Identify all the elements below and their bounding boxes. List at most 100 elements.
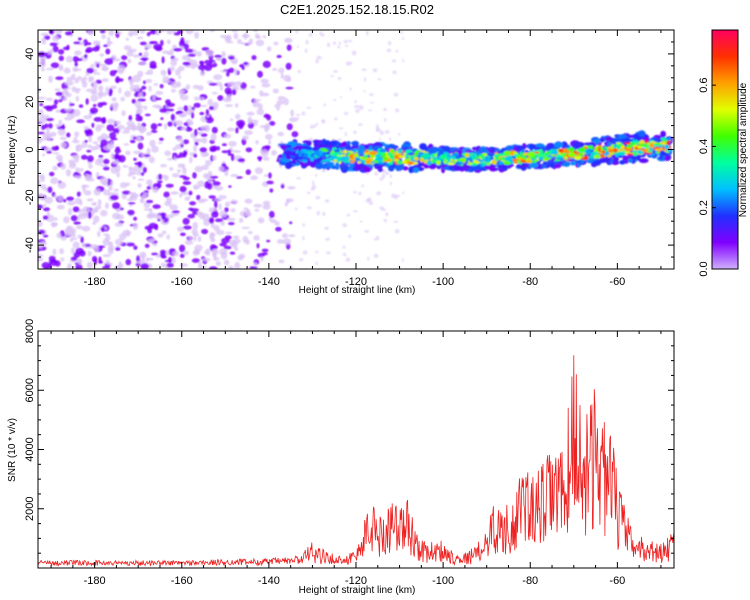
signal-band-core xyxy=(477,159,484,162)
signal-band-blob xyxy=(416,163,423,167)
colorbar: 0.0 0.2 0.4 0.6 Normalized spectral amplitu… xyxy=(698,29,749,277)
noise-speckle xyxy=(46,150,53,154)
noise-speckle xyxy=(117,124,125,130)
noise-speckle xyxy=(182,217,190,225)
x-tick-label: -120 xyxy=(345,575,367,587)
noise-speckle xyxy=(57,195,64,202)
signal-band-blob xyxy=(424,165,429,169)
faint-speckle xyxy=(353,210,358,213)
noise-speckle xyxy=(58,99,63,103)
noise-speckle xyxy=(79,250,86,257)
noise-speckle xyxy=(165,214,175,219)
signal-band-blob xyxy=(357,145,365,150)
noise-speckle xyxy=(226,217,236,222)
noise-speckle xyxy=(138,52,143,57)
faint-speckle xyxy=(315,59,319,64)
noise-speckle xyxy=(167,121,173,127)
noise-speckle xyxy=(239,217,244,223)
x-tick-label: -140 xyxy=(258,575,280,587)
faint-speckle xyxy=(330,74,334,78)
faint-speckle xyxy=(315,174,318,177)
noise-speckle xyxy=(72,56,79,63)
spectrogram-panel: -180 -160 -140 -120 -100 -80 -60 -40 -20 0 20 40 He… xyxy=(7,29,675,296)
signal-band-core xyxy=(513,160,518,164)
noise-speckle xyxy=(180,127,187,131)
noise-speckle xyxy=(212,155,217,161)
noise-speckle xyxy=(144,43,153,50)
signal-band-core xyxy=(377,162,385,165)
noise-speckle xyxy=(63,199,67,203)
noise-speckle xyxy=(55,91,63,96)
colorbar-gradient xyxy=(711,29,739,270)
signal-band-blob xyxy=(599,137,605,143)
noise-speckle xyxy=(106,41,114,45)
noise-speckle xyxy=(221,51,226,58)
noise-speckle xyxy=(192,172,197,179)
noise-speckle xyxy=(96,205,102,210)
faint-speckle xyxy=(395,50,399,53)
noise-speckle xyxy=(110,194,119,201)
noise-speckle xyxy=(45,97,54,102)
faint-speckle xyxy=(296,45,299,48)
faint-speckle xyxy=(387,41,392,46)
faint-speckle xyxy=(324,199,330,203)
signal-band-blob xyxy=(429,146,440,153)
noise-speckle xyxy=(100,227,105,232)
noise-speckle xyxy=(73,41,81,45)
faint-speckle xyxy=(383,107,387,112)
signal-band-blob xyxy=(561,141,568,149)
noise-speckle xyxy=(124,90,132,98)
noise-speckle xyxy=(160,39,164,47)
noise-speckle xyxy=(80,168,84,172)
noise-speckle xyxy=(69,162,76,166)
noise-speckle xyxy=(228,67,235,74)
signal-band-core xyxy=(617,145,621,150)
noise-speckle xyxy=(242,135,249,141)
signal-band-core xyxy=(612,148,617,153)
noise-speckle xyxy=(228,185,232,188)
faint-speckle xyxy=(342,245,346,249)
noise-speckle xyxy=(227,153,233,156)
noise-speckle xyxy=(254,33,260,39)
noise-speckle xyxy=(221,150,230,154)
noise-speckle xyxy=(57,181,67,189)
faint-speckle xyxy=(345,61,351,66)
noise-speckle xyxy=(75,89,80,94)
noise-speckle xyxy=(137,178,145,181)
noise-speckle xyxy=(204,59,213,65)
noise-speckle xyxy=(137,36,144,40)
noise-speckle xyxy=(93,215,100,223)
noise-speckle xyxy=(192,249,200,256)
noise-speckle xyxy=(197,85,204,91)
noise-speckle xyxy=(41,262,51,269)
signal-band-blob xyxy=(462,164,471,170)
signal-band-blob xyxy=(377,168,384,172)
faint-speckle xyxy=(302,250,308,255)
signal-band-core xyxy=(659,141,666,145)
noise-speckle xyxy=(256,108,265,116)
noise-speckle xyxy=(108,186,113,191)
noise-speckle xyxy=(172,57,179,62)
noise-speckle xyxy=(83,190,92,196)
faint-speckle xyxy=(363,77,367,82)
noise-speckle xyxy=(179,175,187,178)
noise-speckle xyxy=(246,209,251,214)
x-tick-label: -80 xyxy=(522,276,538,288)
noise-speckle xyxy=(38,204,44,210)
faint-speckle xyxy=(372,68,378,73)
signal-band-core xyxy=(414,157,419,161)
noise-speckle xyxy=(142,166,147,173)
noise-speckle xyxy=(116,172,121,178)
faint-speckle xyxy=(389,137,392,142)
noise-speckle xyxy=(148,85,152,92)
noise-speckle xyxy=(86,67,94,74)
noise-speckle xyxy=(108,30,115,36)
signal-band-core xyxy=(418,151,425,156)
noise-speckle xyxy=(174,120,184,126)
noise-speckle xyxy=(105,260,111,265)
colorbar-label: Normalized spectral amplitude xyxy=(738,82,749,217)
noise-speckle xyxy=(172,152,178,156)
noise-speckle xyxy=(268,139,272,145)
signal-band-core xyxy=(422,153,430,157)
noise-speckle xyxy=(78,104,84,108)
